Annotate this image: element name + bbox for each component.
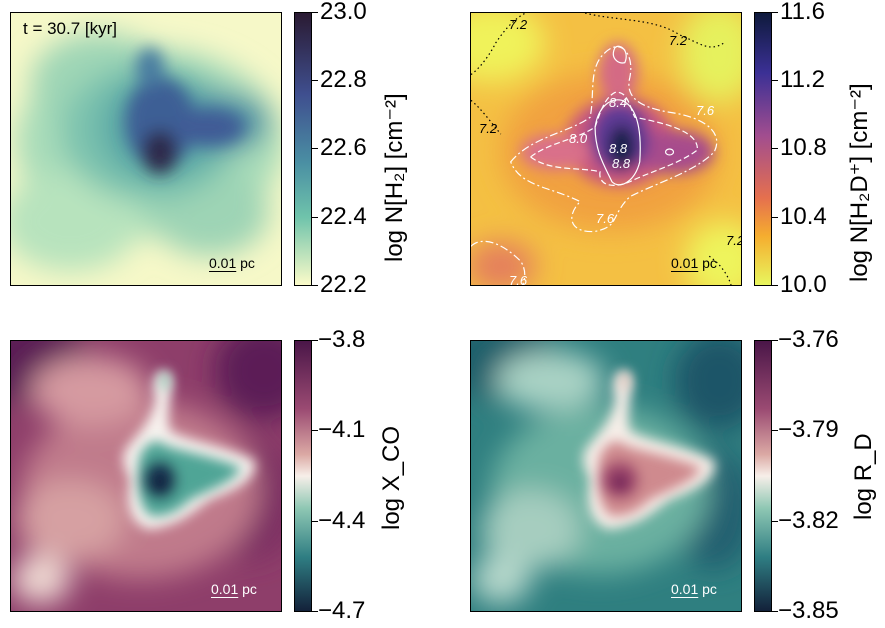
scale-bar-label: 0.01 pc (671, 581, 717, 597)
h2d-colorbar (754, 12, 772, 286)
scale-bar: 0.01 pc (671, 581, 717, 597)
colorbar-tick: 22.2 (320, 271, 367, 298)
scale-bar: 0.01 pc (671, 255, 717, 271)
colorbar-tick: 10.4 (780, 203, 827, 230)
contour-label: 7.2 (479, 121, 498, 136)
colorbar-tick: −3.79 (778, 416, 839, 443)
colorbar-tick: −3.85 (778, 597, 839, 624)
colorbar-tick: 22.6 (320, 134, 367, 161)
h2d-column-density-map: 7.2 7.2 7.2 7.2 8.4 7.6 8.0 8.8 8.8 7.6 … (470, 12, 742, 286)
colorbar-tick: 10.8 (780, 134, 827, 161)
colorbar-tick: 23.0 (320, 0, 367, 25)
contour-label: 7.6 (696, 103, 715, 118)
xco-colorbar (294, 340, 312, 612)
colorbar-tick: 10.0 (780, 271, 827, 298)
contour-label: 8.4 (609, 95, 628, 110)
scale-bar: 0.01 pc (209, 255, 255, 271)
xco-map-image (11, 341, 281, 611)
colorbar-tick: −3.76 (778, 326, 839, 353)
contour-label: 8.8 (612, 156, 631, 171)
colorbar-label: log R_D (850, 433, 877, 520)
h2-colorbar (294, 12, 312, 286)
scale-bar-label: 0.01 pc (209, 255, 255, 271)
colorbar-label: log X_CO (378, 425, 405, 530)
xco-abundance-map: 0.01 pc (10, 340, 282, 612)
h2-column-density-map: t = 30.7 [kyr] 0.01 pc (10, 12, 282, 286)
colorbar-tick: −4.4 (318, 507, 366, 534)
colorbar-tick: −4.7 (318, 597, 366, 624)
colorbar-tick: 22.4 (320, 203, 367, 230)
contour-label: 7.2 (509, 17, 528, 32)
colorbar-label: log N[H₂] [cm⁻²] (381, 93, 408, 262)
h2-map-image (11, 13, 281, 285)
scale-bar: 0.01 pc (211, 581, 257, 597)
contour-label: 7.6 (596, 211, 615, 226)
contour-label: 8.8 (609, 141, 628, 156)
colorbar-tick: −3.82 (778, 507, 839, 534)
h2d-map-image (471, 13, 741, 285)
contour-label: 8.0 (569, 131, 588, 146)
colorbar-tick: −4.1 (318, 416, 366, 443)
scale-bar-label: 0.01 pc (211, 581, 257, 597)
rd-colorbar (754, 340, 772, 612)
deuteration-ratio-map: 0.01 pc (470, 340, 742, 612)
colorbar-tick: −3.8 (318, 326, 366, 353)
time-label: t = 30.7 [kyr] (23, 19, 118, 38)
scale-bar-label: 0.01 pc (671, 255, 717, 271)
contour-label: 7.2 (669, 33, 688, 48)
colorbar-label: log N[H₂D⁺] [cm⁻²] (846, 83, 873, 282)
colorbar-tick: 22.8 (320, 66, 367, 93)
colorbar-tick: 11.2 (780, 66, 825, 93)
colorbar-tick: 11.6 (780, 0, 825, 25)
rd-map-image (471, 341, 741, 611)
contour-label: 7.2 (726, 233, 741, 248)
contour-label: 7.6 (509, 273, 528, 286)
